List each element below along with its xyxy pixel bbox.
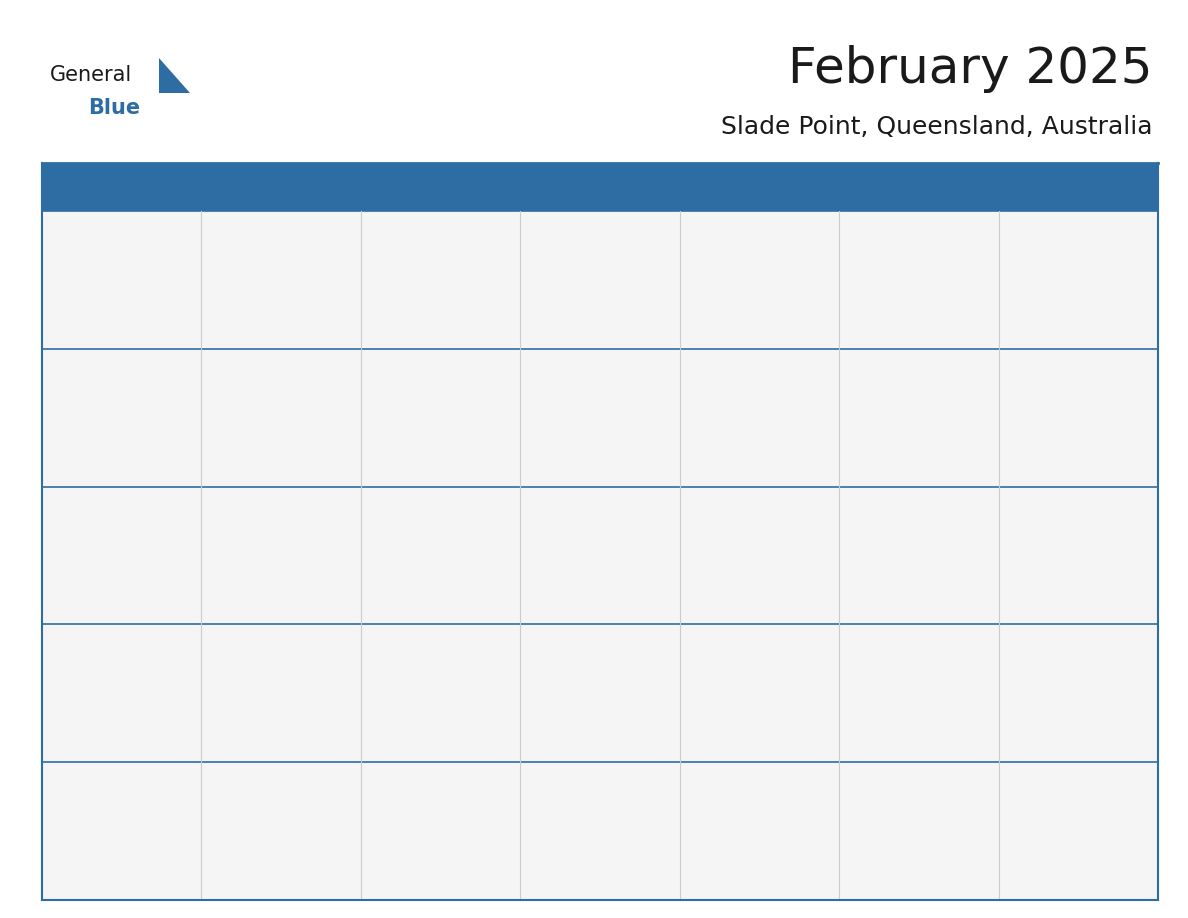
Text: Sunrise: 5:53 AM
Sunset: 6:41 PM
Daylight: 12 hours
and 48 minutes.: Sunrise: 5:53 AM Sunset: 6:41 PM Dayligh…	[847, 511, 963, 577]
Text: 22: 22	[1007, 629, 1029, 647]
Text: Sunrise: 5:47 AM
Sunset: 6:46 PM
Daylight: 12 hours
and 58 minutes.: Sunrise: 5:47 AM Sunset: 6:46 PM Dayligh…	[369, 374, 485, 439]
Text: Sunrise: 5:49 AM
Sunset: 6:44 PM
Daylight: 12 hours
and 54 minutes.: Sunrise: 5:49 AM Sunset: 6:44 PM Dayligh…	[1007, 374, 1123, 439]
Text: 16: 16	[50, 629, 71, 647]
Text: 15: 15	[1007, 491, 1028, 509]
Text: 24: 24	[209, 767, 230, 785]
Text: Sunrise: 5:57 AM
Sunset: 6:35 PM
Daylight: 12 hours
and 37 minutes.: Sunrise: 5:57 AM Sunset: 6:35 PM Dayligh…	[50, 787, 165, 852]
Text: 14: 14	[847, 491, 868, 509]
Text: 21: 21	[847, 629, 868, 647]
Text: Wednesday: Wednesday	[530, 178, 634, 196]
Text: 19: 19	[529, 629, 550, 647]
Text: 3: 3	[209, 353, 220, 372]
Text: Sunrise: 5:56 AM
Sunset: 6:37 PM
Daylight: 12 hours
and 41 minutes.: Sunrise: 5:56 AM Sunset: 6:37 PM Dayligh…	[688, 649, 803, 714]
Text: February 2025: February 2025	[788, 45, 1152, 93]
Text: 12: 12	[529, 491, 550, 509]
Text: 6: 6	[688, 353, 699, 372]
Text: Sunrise: 5:48 AM
Sunset: 6:46 PM
Daylight: 12 hours
and 57 minutes.: Sunrise: 5:48 AM Sunset: 6:46 PM Dayligh…	[529, 374, 644, 439]
Text: 28: 28	[847, 767, 868, 785]
Text: Sunrise: 5:46 AM
Sunset: 6:46 PM
Daylight: 12 hours
and 59 minutes.: Sunrise: 5:46 AM Sunset: 6:46 PM Dayligh…	[209, 374, 326, 439]
Text: Sunrise: 5:52 AM
Sunset: 6:41 PM
Daylight: 12 hours
and 49 minutes.: Sunrise: 5:52 AM Sunset: 6:41 PM Dayligh…	[688, 511, 803, 577]
Text: Blue: Blue	[88, 98, 140, 118]
Text: Sunrise: 5:53 AM
Sunset: 6:40 PM
Daylight: 12 hours
and 47 minutes.: Sunrise: 5:53 AM Sunset: 6:40 PM Dayligh…	[1007, 511, 1123, 577]
Text: Sunrise: 5:52 AM
Sunset: 6:42 PM
Daylight: 12 hours
and 50 minutes.: Sunrise: 5:52 AM Sunset: 6:42 PM Dayligh…	[529, 511, 644, 577]
Text: Sunrise: 5:55 AM
Sunset: 6:38 PM
Daylight: 12 hours
and 42 minutes.: Sunrise: 5:55 AM Sunset: 6:38 PM Dayligh…	[529, 649, 644, 714]
Text: Sunrise: 5:59 AM
Sunset: 6:31 PM
Daylight: 12 hours
and 31 minutes.: Sunrise: 5:59 AM Sunset: 6:31 PM Dayligh…	[847, 787, 963, 852]
Text: 26: 26	[529, 767, 550, 785]
Text: Friday: Friday	[848, 178, 904, 196]
Text: Monday: Monday	[210, 178, 282, 196]
Text: 17: 17	[209, 629, 230, 647]
Text: 5: 5	[529, 353, 539, 372]
Text: 18: 18	[369, 629, 390, 647]
Text: Sunrise: 5:54 AM
Sunset: 6:39 PM
Daylight: 12 hours
and 44 minutes.: Sunrise: 5:54 AM Sunset: 6:39 PM Dayligh…	[209, 649, 326, 714]
Text: Tuesday: Tuesday	[371, 178, 443, 196]
Text: 25: 25	[369, 767, 390, 785]
Text: Sunrise: 5:45 AM
Sunset: 6:47 PM
Daylight: 13 hours
and 1 minute.: Sunrise: 5:45 AM Sunset: 6:47 PM Dayligh…	[1007, 236, 1123, 301]
Text: General: General	[50, 65, 132, 85]
Text: 1: 1	[1007, 216, 1018, 234]
Text: Sunrise: 5:51 AM
Sunset: 6:43 PM
Daylight: 12 hours
and 52 minutes.: Sunrise: 5:51 AM Sunset: 6:43 PM Dayligh…	[209, 511, 326, 577]
Text: 10: 10	[209, 491, 230, 509]
Text: 27: 27	[688, 767, 709, 785]
Text: Sunrise: 5:48 AM
Sunset: 6:45 PM
Daylight: 12 hours
and 56 minutes.: Sunrise: 5:48 AM Sunset: 6:45 PM Dayligh…	[688, 374, 803, 439]
Text: 7: 7	[847, 353, 858, 372]
Text: 8: 8	[1007, 353, 1018, 372]
Text: 11: 11	[369, 491, 390, 509]
Text: Sunrise: 5:58 AM
Sunset: 6:33 PM
Daylight: 12 hours
and 35 minutes.: Sunrise: 5:58 AM Sunset: 6:33 PM Dayligh…	[369, 787, 485, 852]
Text: Slade Point, Queensland, Australia: Slade Point, Queensland, Australia	[721, 115, 1152, 139]
Text: Sunrise: 5:46 AM
Sunset: 6:47 PM
Daylight: 13 hours
and 0 minutes.: Sunrise: 5:46 AM Sunset: 6:47 PM Dayligh…	[50, 374, 165, 439]
Text: Sunrise: 5:57 AM
Sunset: 6:34 PM
Daylight: 12 hours
and 36 minutes.: Sunrise: 5:57 AM Sunset: 6:34 PM Dayligh…	[209, 787, 326, 852]
Text: 20: 20	[688, 629, 709, 647]
Text: Saturday: Saturday	[1009, 178, 1089, 196]
Text: Sunrise: 5:50 AM
Sunset: 6:44 PM
Daylight: 12 hours
and 53 minutes.: Sunrise: 5:50 AM Sunset: 6:44 PM Dayligh…	[50, 511, 165, 577]
Text: Sunrise: 5:49 AM
Sunset: 6:45 PM
Daylight: 12 hours
and 55 minutes.: Sunrise: 5:49 AM Sunset: 6:45 PM Dayligh…	[847, 374, 963, 439]
Text: 9: 9	[50, 491, 61, 509]
Text: Sunrise: 5:57 AM
Sunset: 6:36 PM
Daylight: 12 hours
and 39 minutes.: Sunrise: 5:57 AM Sunset: 6:36 PM Dayligh…	[1007, 649, 1123, 714]
Text: 4: 4	[369, 353, 379, 372]
Text: Sunrise: 5:56 AM
Sunset: 6:36 PM
Daylight: 12 hours
and 40 minutes.: Sunrise: 5:56 AM Sunset: 6:36 PM Dayligh…	[847, 649, 963, 714]
Text: Sunrise: 5:51 AM
Sunset: 6:43 PM
Daylight: 12 hours
and 51 minutes.: Sunrise: 5:51 AM Sunset: 6:43 PM Dayligh…	[369, 511, 485, 577]
Text: Sunrise: 5:54 AM
Sunset: 6:40 PM
Daylight: 12 hours
and 45 minutes.: Sunrise: 5:54 AM Sunset: 6:40 PM Dayligh…	[50, 649, 165, 714]
Text: Sunrise: 5:58 AM
Sunset: 6:33 PM
Daylight: 12 hours
and 34 minutes.: Sunrise: 5:58 AM Sunset: 6:33 PM Dayligh…	[529, 787, 644, 852]
Text: Sunday: Sunday	[51, 178, 119, 196]
Text: Sunrise: 5:55 AM
Sunset: 6:38 PM
Daylight: 12 hours
and 43 minutes.: Sunrise: 5:55 AM Sunset: 6:38 PM Dayligh…	[369, 649, 485, 714]
Text: 13: 13	[688, 491, 709, 509]
Text: Thursday: Thursday	[689, 178, 773, 196]
Text: Sunrise: 5:59 AM
Sunset: 6:32 PM
Daylight: 12 hours
and 33 minutes.: Sunrise: 5:59 AM Sunset: 6:32 PM Dayligh…	[688, 787, 803, 852]
Text: 2: 2	[50, 353, 61, 372]
Text: 23: 23	[50, 767, 71, 785]
